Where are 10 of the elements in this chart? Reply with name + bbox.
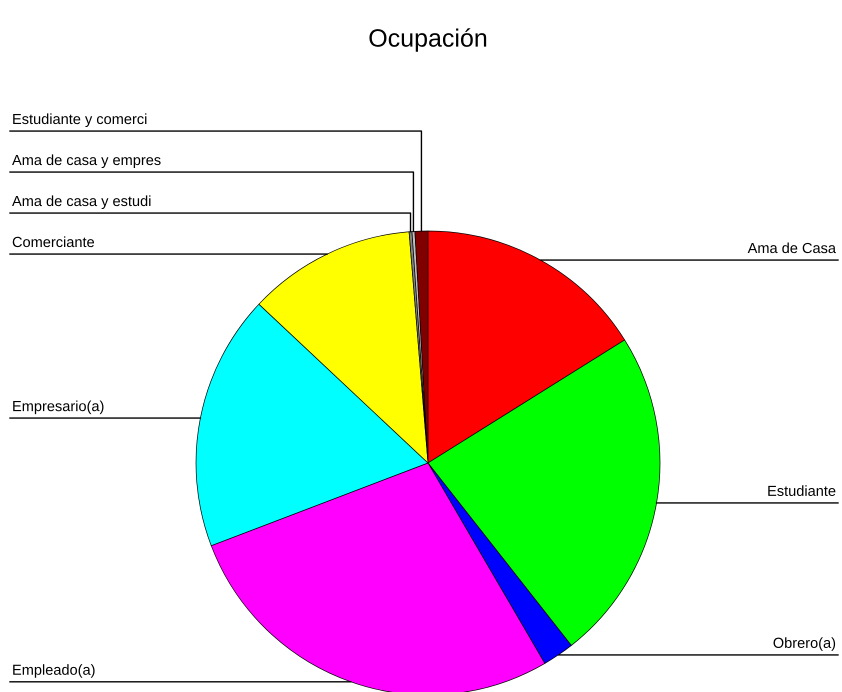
chart-title: Ocupación	[369, 28, 486, 52]
slice-label: Comerciante	[12, 236, 94, 248]
slice-label: Obrero(a)	[773, 637, 836, 651]
slice-label: Ama de Casa	[748, 242, 836, 254]
slice-label: Ama de casa y empres	[12, 154, 161, 168]
slice-label: Estudiante y comerci	[13, 113, 146, 128]
slice-label: Estudiante	[768, 485, 836, 496]
slice-label: Ama de casa y estudi	[12, 195, 150, 210]
slice-label: Empleado(a)	[13, 664, 95, 678]
slice-label: Empresario(a)	[13, 400, 104, 414]
